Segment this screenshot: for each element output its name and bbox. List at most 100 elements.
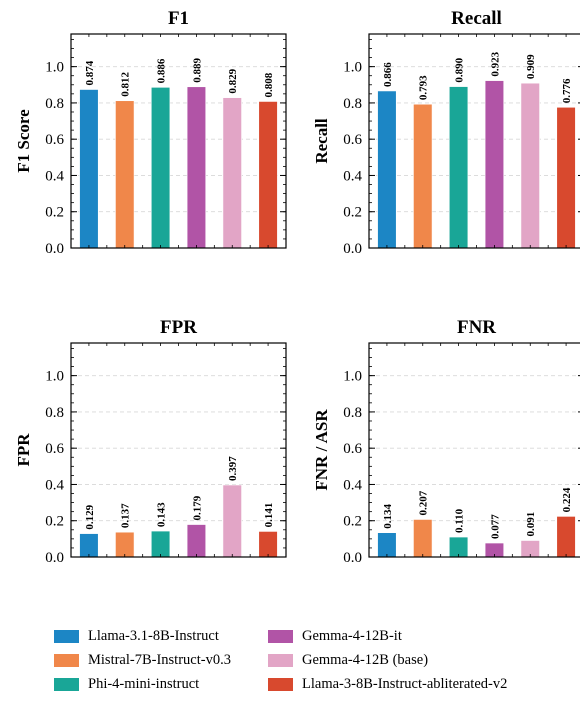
- axes-frame: [368, 342, 580, 558]
- data-label: 0.812: [120, 71, 132, 96]
- legend-swatch: [268, 678, 293, 691]
- legend-label: Phi-4-mini-instruct: [88, 676, 200, 692]
- y-tick-label: 1.0: [45, 60, 64, 76]
- bar: [448, 86, 469, 249]
- legend-swatch: [268, 630, 293, 643]
- chart-panel: 0.874 0.812 0.886 0.889 0.829 0.808 0.0 0.2 0.4 0…: [14, 8, 287, 257]
- bar: [186, 524, 207, 558]
- data-label: 0.091: [525, 512, 537, 537]
- bar: [484, 80, 505, 249]
- y-tick-label: 0.6: [45, 441, 64, 457]
- chart-panel: 0.134 0.207 0.110 0.077 0.091 0.224 0.0 0.2 0.4 0…: [312, 317, 580, 566]
- data-label: 0.129: [84, 504, 96, 529]
- y-axis-label: FPR: [14, 433, 33, 467]
- y-tick-label: 0.6: [343, 132, 362, 148]
- y-tick-label: 0.6: [45, 132, 64, 148]
- y-tick-label: 0.6: [343, 441, 362, 457]
- legend-swatch: [54, 630, 79, 643]
- y-tick-label: 0.2: [343, 205, 362, 221]
- bar: [377, 532, 397, 558]
- y-tick-label: 0.0: [45, 550, 64, 566]
- bar: [413, 519, 433, 558]
- y-tick-label: 0.4: [343, 168, 362, 184]
- data-label: 0.793: [418, 75, 430, 100]
- legend-swatch: [54, 654, 79, 667]
- data-label: 0.179: [191, 495, 203, 520]
- legend-label: Llama-3.1-8B-Instruct: [88, 628, 219, 644]
- bar: [150, 87, 171, 249]
- data-label: 0.137: [120, 503, 132, 528]
- bar: [79, 533, 99, 558]
- legend-item: Phi-4-mini-instruct: [54, 676, 268, 693]
- y-tick-label: 0.2: [45, 205, 64, 221]
- bar: [222, 484, 242, 558]
- legend-label: Gemma-4-12B-it: [302, 628, 402, 644]
- y-axis-label: F1 Score: [14, 109, 33, 173]
- data-label: 0.134: [382, 503, 394, 528]
- legend-label: Llama-3-8B-Instruct-abliterated-v2: [302, 676, 508, 692]
- data-label: 0.829: [227, 68, 239, 93]
- panel-title: Recall: [451, 8, 502, 29]
- y-tick-label: 1.0: [343, 60, 362, 76]
- bar: [115, 531, 135, 558]
- data-label: 0.890: [454, 57, 466, 82]
- y-tick-label: 0.4: [343, 477, 362, 493]
- panel-title: FNR: [457, 317, 496, 338]
- legend-label: Mistral-7B-Instruct-v0.3: [88, 652, 231, 668]
- y-tick-label: 0.2: [45, 514, 64, 530]
- y-tick-label: 0.2: [343, 514, 362, 530]
- y-tick-label: 0.8: [45, 96, 64, 112]
- data-label: 0.923: [489, 51, 501, 76]
- data-label: 0.077: [489, 514, 501, 539]
- data-label: 0.141: [263, 503, 275, 528]
- bar: [377, 90, 397, 249]
- bar: [186, 86, 207, 249]
- chart-panel: 0.866 0.793 0.890 0.923 0.909 0.776 0.0 0.2 0.4 0…: [312, 8, 580, 257]
- bar: [115, 100, 135, 249]
- data-label: 0.397: [227, 456, 239, 481]
- legend-item: Mistral-7B-Instruct-v0.3: [54, 652, 268, 669]
- data-label: 0.874: [84, 60, 96, 85]
- legend-item: Gemma-4-12B-it: [268, 628, 568, 645]
- data-label: 0.110: [454, 508, 466, 533]
- data-label: 0.224: [561, 487, 573, 512]
- y-axis-label: FNR / ASR: [312, 409, 331, 491]
- y-tick-label: 0.4: [45, 477, 64, 493]
- y-tick-label: 0.0: [45, 241, 64, 257]
- panel-title: FPR: [160, 317, 197, 338]
- legend-label: Gemma-4-12B (base): [302, 652, 429, 668]
- axes-frame: [70, 33, 287, 249]
- data-label: 0.808: [263, 72, 275, 97]
- y-tick-label: 0.0: [343, 241, 362, 257]
- legend: Llama-3.1-8B-Instruct Gemma-4-12B-it Mis…: [54, 628, 574, 693]
- data-label: 0.143: [156, 502, 168, 527]
- bar: [150, 530, 171, 558]
- data-label: 0.207: [418, 490, 430, 515]
- data-label: 0.886: [156, 58, 168, 83]
- data-label: 0.909: [525, 54, 537, 79]
- y-tick-label: 0.8: [45, 405, 64, 421]
- bar: [258, 531, 278, 558]
- y-axis-label: Recall: [312, 118, 331, 164]
- legend-item: Gemma-4-12B (base): [268, 652, 568, 669]
- bar: [556, 516, 576, 558]
- bar: [413, 103, 433, 249]
- y-tick-label: 0.8: [343, 96, 362, 112]
- legend-item: Llama-3-8B-Instruct-abliterated-v2: [268, 676, 568, 693]
- axes-frame: [70, 342, 287, 558]
- data-label: 0.889: [191, 58, 203, 83]
- y-tick-label: 0.0: [343, 550, 362, 566]
- legend-swatch: [54, 678, 79, 691]
- y-tick-label: 0.4: [45, 168, 64, 184]
- data-label: 0.866: [382, 62, 394, 87]
- y-tick-label: 1.0: [45, 369, 64, 385]
- data-label: 0.776: [561, 78, 573, 103]
- chart-panel: 0.129 0.137 0.143 0.179 0.397 0.141 0.0 0.2 0.4 0…: [14, 317, 287, 566]
- bar: [222, 97, 242, 249]
- y-tick-label: 0.8: [343, 405, 362, 421]
- bar: [520, 82, 540, 249]
- bar: [556, 106, 576, 249]
- legend-swatch: [268, 654, 293, 667]
- axes-frame: [368, 33, 580, 249]
